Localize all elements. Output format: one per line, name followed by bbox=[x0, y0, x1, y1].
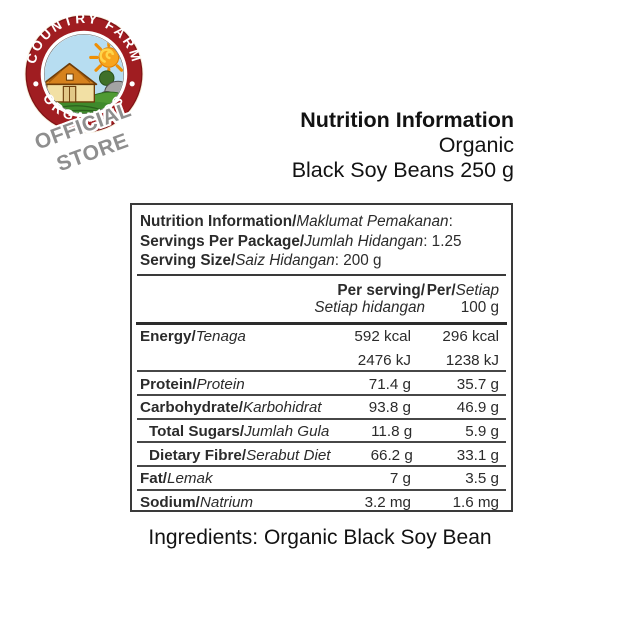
info-line-serving-size: Serving Size/Saiz Hidangan: 200 g bbox=[140, 252, 382, 270]
title-line-3: Black Soy Beans 250 g bbox=[291, 158, 514, 182]
title-line-1: Nutrition Information bbox=[300, 108, 514, 132]
product-title: Nutrition Information Organic Black Soy … bbox=[292, 108, 514, 183]
ingredients-line: Ingredients: Organic Black Soy Bean bbox=[148, 526, 492, 549]
info-divider bbox=[137, 273, 506, 276]
col-per-serving: Per serving/ Setiap hidangan bbox=[314, 281, 425, 317]
ring-dot-right bbox=[129, 81, 135, 87]
scene-outline bbox=[43, 33, 125, 115]
country-farm-organics-logo-icon: COUNTRY FARM ORGANICS bbox=[24, 12, 144, 134]
nutrient-rows: Energy/Tenaga 592 kcal 296 kcal 2476 kJ … bbox=[132, 325, 511, 515]
row-protein: Protein/Protein 71.4 g 35.7 g bbox=[132, 372, 511, 396]
white-separator-ring bbox=[40, 30, 128, 118]
column-headers: Per serving/ Setiap hidangan Per/Setiap … bbox=[132, 276, 511, 317]
info-line-nutrition: Nutrition Information/Maklumat Pemakanan… bbox=[140, 213, 453, 230]
row-sodium: Sodium/Natrium 3.2 mg 1.6 mg bbox=[140, 493, 499, 511]
panel-info-block: Nutrition Information/Maklumat Pemakanan… bbox=[132, 205, 511, 271]
row-energy-kj: 2476 kJ 1238 kJ bbox=[132, 348, 511, 372]
header-thick-divider bbox=[136, 321, 507, 325]
row-carbohydrate: Carbohydrate/Karbohidrat 93.8 g 46.9 g bbox=[132, 396, 511, 420]
info-line-servings: Servings Per Package/Jumlah Hidangan: 1.… bbox=[140, 232, 462, 250]
col-per-100g: Per/Setiap 100 g bbox=[426, 281, 499, 317]
nutrition-panel: Nutrition Information/Maklumat Pemakanan… bbox=[130, 203, 513, 512]
row-total-sugars: Total Sugars/Jumlah Gula 11.8 g 5.9 g bbox=[132, 420, 511, 444]
ring-dot-left bbox=[33, 81, 39, 87]
title-line-2: Organic bbox=[438, 133, 514, 157]
row-fat: Fat/Lemak 7 g 3.5 g bbox=[132, 467, 511, 491]
row-dietary-fibre: Dietary Fibre/Serabut Diet 66.2 g 33.1 g bbox=[132, 443, 511, 467]
row-energy-kcal: Energy/Tenaga 592 kcal 296 kcal bbox=[140, 328, 499, 346]
